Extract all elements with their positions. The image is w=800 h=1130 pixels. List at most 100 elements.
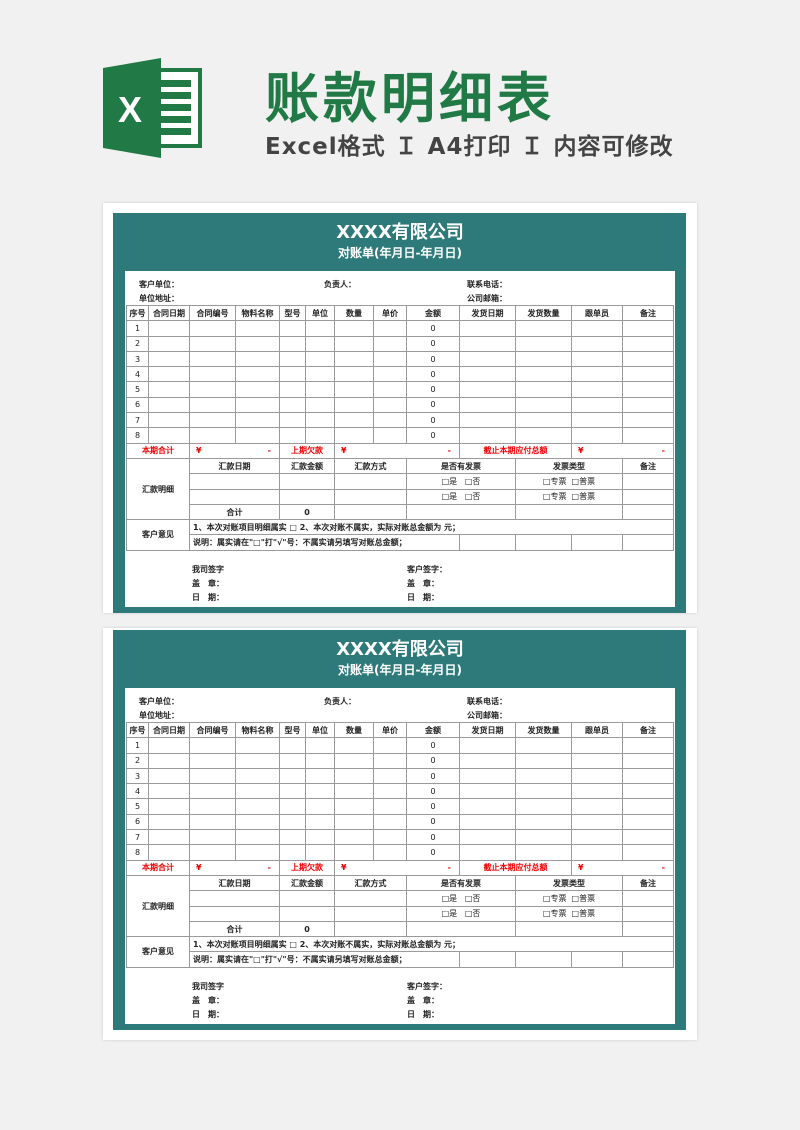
table-cell bbox=[373, 412, 407, 429]
table-cell bbox=[189, 767, 236, 785]
invoice-choice: □是 □否 bbox=[406, 905, 516, 922]
amount-cell: 0 bbox=[406, 783, 460, 800]
table-cell bbox=[334, 396, 374, 414]
our-seal-label: 盖 章： bbox=[192, 578, 224, 588]
invoice-no-checkbox[interactable]: □否 bbox=[464, 492, 481, 502]
amount-cell: 0 bbox=[406, 396, 460, 414]
invoice-no-checkbox[interactable]: □否 bbox=[464, 893, 481, 903]
table-cell bbox=[571, 366, 623, 383]
table-cell bbox=[459, 381, 516, 398]
table-cell bbox=[622, 320, 674, 337]
page-title: 账款明细表 bbox=[265, 67, 555, 130]
table-cell bbox=[622, 412, 674, 429]
special-invoice-checkbox[interactable]: □专票 bbox=[542, 492, 567, 502]
normal-invoice-checkbox[interactable]: □普票 bbox=[571, 893, 596, 903]
table-cell bbox=[189, 473, 280, 490]
invoice-no-checkbox[interactable]: □否 bbox=[464, 476, 481, 486]
opinion-label: 客户意见 bbox=[126, 936, 190, 968]
table-cell bbox=[515, 783, 572, 800]
table-cell bbox=[373, 813, 407, 831]
remit-column-header: 备注 bbox=[622, 874, 674, 892]
table-cell bbox=[148, 798, 190, 815]
customer-label: 客户单位： bbox=[139, 280, 179, 289]
table-cell bbox=[459, 767, 516, 785]
table-cell: 5 bbox=[126, 798, 149, 815]
table-cell bbox=[334, 844, 374, 861]
table-cell bbox=[515, 366, 572, 383]
amount-cell: 0 bbox=[406, 350, 460, 368]
table-cell bbox=[515, 844, 572, 861]
table-cell bbox=[279, 844, 306, 861]
invoice-no-checkbox[interactable]: □否 bbox=[464, 909, 481, 919]
column-header: 跟单员 bbox=[571, 304, 623, 322]
table-cell bbox=[279, 412, 306, 429]
current-total-label: 本期合计 bbox=[126, 442, 190, 459]
table-cell bbox=[279, 798, 306, 815]
invoice-yes-checkbox[interactable]: □是 bbox=[441, 909, 458, 919]
table-cell bbox=[373, 427, 407, 444]
remit-column-header: 是否有发票 bbox=[406, 874, 516, 892]
table-cell bbox=[334, 920, 407, 938]
table-cell bbox=[571, 412, 623, 429]
table-cell bbox=[235, 798, 280, 815]
column-header: 型号 bbox=[279, 721, 306, 739]
invoice-choice: □是 □否 bbox=[406, 488, 516, 505]
opinion-note: 说明：属实请在"□"打"√"号：不属实请另填写对账总金额； bbox=[189, 951, 460, 968]
table-cell bbox=[571, 381, 623, 398]
remit-column-header: 发票类型 bbox=[515, 457, 623, 475]
opinion-note-row: 说明：属实请在"□"打"√"号：不属实请另填写对账总金额； bbox=[127, 534, 674, 551]
table-cell bbox=[622, 829, 674, 846]
special-invoice-checkbox[interactable]: □专票 bbox=[542, 909, 567, 919]
table-cell bbox=[373, 752, 407, 769]
table-cell: 3 bbox=[126, 767, 149, 785]
remit-total-label: 合计 bbox=[189, 503, 280, 521]
amount-cell: 0 bbox=[406, 366, 460, 383]
table-cell bbox=[622, 752, 674, 769]
remit-column-header: 汇款日期 bbox=[189, 874, 280, 892]
column-header: 物料名称 bbox=[235, 304, 280, 322]
table-cell bbox=[305, 767, 335, 785]
table-cell bbox=[334, 381, 374, 398]
table-cell bbox=[189, 813, 236, 831]
normal-invoice-checkbox[interactable]: □普票 bbox=[571, 909, 596, 919]
special-invoice-checkbox[interactable]: □专票 bbox=[542, 893, 567, 903]
table-cell bbox=[571, 767, 623, 785]
column-header: 单位 bbox=[305, 721, 335, 739]
special-invoice-checkbox[interactable]: □专票 bbox=[542, 476, 567, 486]
table-cell bbox=[571, 427, 623, 444]
table-cell: 7 bbox=[126, 412, 149, 429]
invoice-yes-checkbox[interactable]: □是 bbox=[441, 476, 458, 486]
table-cell bbox=[515, 829, 572, 846]
invoice-yes-checkbox[interactable]: □是 bbox=[441, 492, 458, 502]
table-cell bbox=[334, 905, 407, 922]
current-total-label: 本期合计 bbox=[126, 859, 190, 876]
normal-invoice-checkbox[interactable]: □普票 bbox=[571, 492, 596, 502]
table-cell bbox=[571, 844, 623, 861]
statement-period: 对账单(年月日-年月日) bbox=[338, 246, 462, 260]
table-cell bbox=[622, 488, 674, 505]
column-header: 单价 bbox=[373, 304, 407, 322]
table-cell bbox=[515, 412, 572, 429]
amount-cell: 0 bbox=[406, 752, 460, 769]
table-cell bbox=[189, 412, 236, 429]
invoice-yes-checkbox[interactable]: □是 bbox=[441, 893, 458, 903]
remit-column-header: 是否有发票 bbox=[406, 457, 516, 475]
column-header: 发货日期 bbox=[459, 304, 516, 322]
phone-label: 联系电话： bbox=[467, 697, 507, 706]
table-cell bbox=[334, 488, 407, 505]
table-cell bbox=[148, 813, 190, 831]
normal-invoice-checkbox[interactable]: □普票 bbox=[571, 476, 596, 486]
table-cell bbox=[305, 412, 335, 429]
amount-cell: 0 bbox=[406, 844, 460, 861]
invoice-type-choice: □专票 □普票 bbox=[515, 905, 623, 922]
table-cell bbox=[279, 813, 306, 831]
column-header: 型号 bbox=[279, 304, 306, 322]
column-header: 序号 bbox=[126, 304, 149, 322]
statement-paper: XXXX有限公司 对账单(年月日-年月日) 客户单位： 负责人： 联系电话： 单… bbox=[103, 628, 697, 1040]
table-cell bbox=[189, 737, 236, 754]
